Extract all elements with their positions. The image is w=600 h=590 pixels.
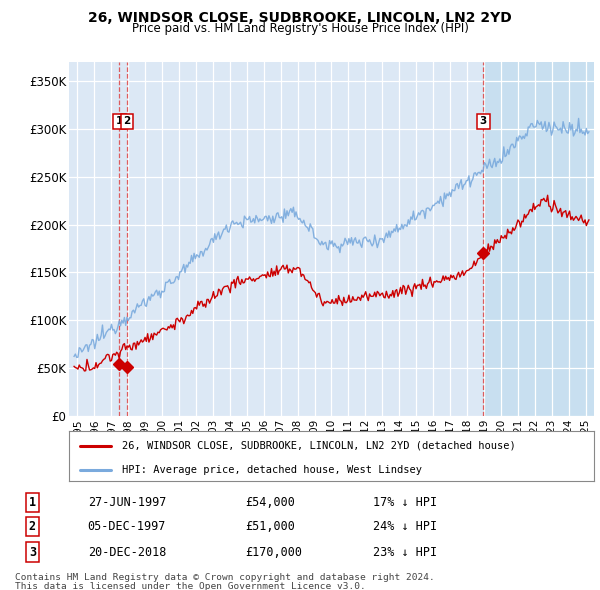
Text: 20-DEC-2018: 20-DEC-2018: [88, 546, 166, 559]
Bar: [484, 62, 594, 416]
Text: £51,000: £51,000: [245, 520, 295, 533]
Text: Contains HM Land Registry data © Crown copyright and database right 2024.: Contains HM Land Registry data © Crown c…: [15, 573, 435, 582]
Text: 05-DEC-1997: 05-DEC-1997: [88, 520, 166, 533]
Text: 1: 1: [29, 496, 36, 509]
Text: £54,000: £54,000: [245, 496, 295, 509]
Text: 27-JUN-1997: 27-JUN-1997: [88, 496, 166, 509]
Text: This data is licensed under the Open Government Licence v3.0.: This data is licensed under the Open Gov…: [15, 582, 366, 590]
Text: 17% ↓ HPI: 17% ↓ HPI: [373, 496, 437, 509]
Text: Price paid vs. HM Land Registry's House Price Index (HPI): Price paid vs. HM Land Registry's House …: [131, 22, 469, 35]
Text: 23% ↓ HPI: 23% ↓ HPI: [373, 546, 437, 559]
Text: 26, WINDSOR CLOSE, SUDBROOKE, LINCOLN, LN2 2YD (detached house): 26, WINDSOR CLOSE, SUDBROOKE, LINCOLN, L…: [121, 441, 515, 451]
Text: 2: 2: [29, 520, 36, 533]
Text: 2: 2: [123, 116, 131, 126]
Text: 3: 3: [480, 116, 487, 126]
Text: HPI: Average price, detached house, West Lindsey: HPI: Average price, detached house, West…: [121, 465, 421, 475]
Text: 1: 1: [116, 116, 123, 126]
Text: 26, WINDSOR CLOSE, SUDBROOKE, LINCOLN, LN2 2YD: 26, WINDSOR CLOSE, SUDBROOKE, LINCOLN, L…: [88, 11, 512, 25]
Text: £170,000: £170,000: [245, 546, 302, 559]
Text: 24% ↓ HPI: 24% ↓ HPI: [373, 520, 437, 533]
Text: 3: 3: [29, 546, 36, 559]
